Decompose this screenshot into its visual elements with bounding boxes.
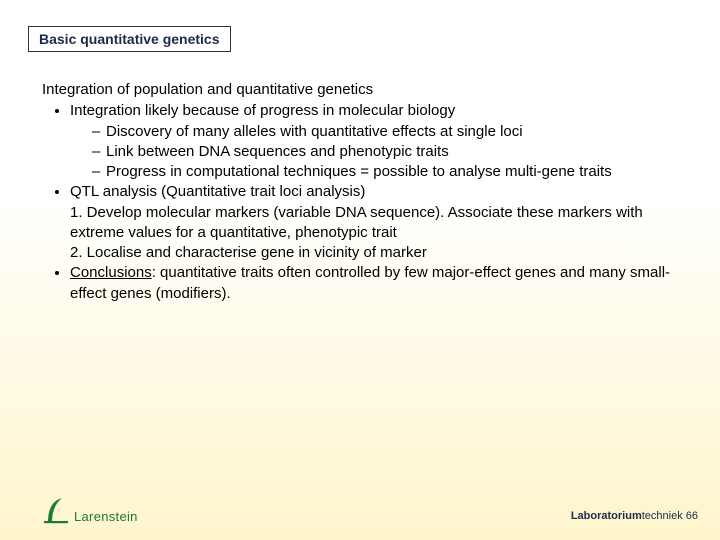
footer-bold: Laboratorium — [571, 510, 642, 522]
footer: Laboratoriumtechniek 66 — [571, 510, 698, 522]
slide-title-text: Basic quantitative genetics — [39, 31, 220, 47]
content-heading: Integration of population and quantitati… — [42, 80, 690, 100]
bullet-2: QTL analysis (Quantitative trait loci an… — [70, 182, 690, 263]
bullet-1-sub-2: Link between DNA sequences and phenotypi… — [92, 142, 690, 162]
bullet-1-text: Integration likely because of progress i… — [70, 102, 455, 119]
bullet-1-sub-1: Discovery of many alleles with quantitat… — [92, 122, 690, 142]
logo-text: Larenstein — [74, 509, 138, 524]
bullet-3-prefix: Conclusions — [70, 264, 152, 281]
slide-title-box: Basic quantitative genetics — [28, 26, 231, 52]
bullet-list: Integration likely because of progress i… — [42, 101, 690, 304]
content-area: Integration of population and quantitati… — [42, 80, 690, 304]
bullet-1-sub-3: Progress in computational techniques = p… — [92, 162, 690, 182]
bullet-2-line-2: 2. Localise and characterise gene in vic… — [70, 243, 690, 263]
bullet-3: Conclusions: quantitative traits often c… — [70, 263, 690, 304]
bullet-2-line-1: 1. Develop molecular markers (variable D… — [70, 203, 690, 244]
logo: Larenstein — [42, 494, 138, 526]
bullet-1-sublist: Discovery of many alleles with quantitat… — [70, 122, 690, 183]
bullet-3-rest: : quantitative traits often controlled b… — [70, 264, 670, 301]
footer-rest: techniek 66 — [642, 510, 698, 522]
bullet-1: Integration likely because of progress i… — [70, 101, 690, 182]
larenstein-logo-icon — [42, 494, 70, 526]
bullet-2-text: QTL analysis (Quantitative trait loci an… — [70, 183, 365, 200]
